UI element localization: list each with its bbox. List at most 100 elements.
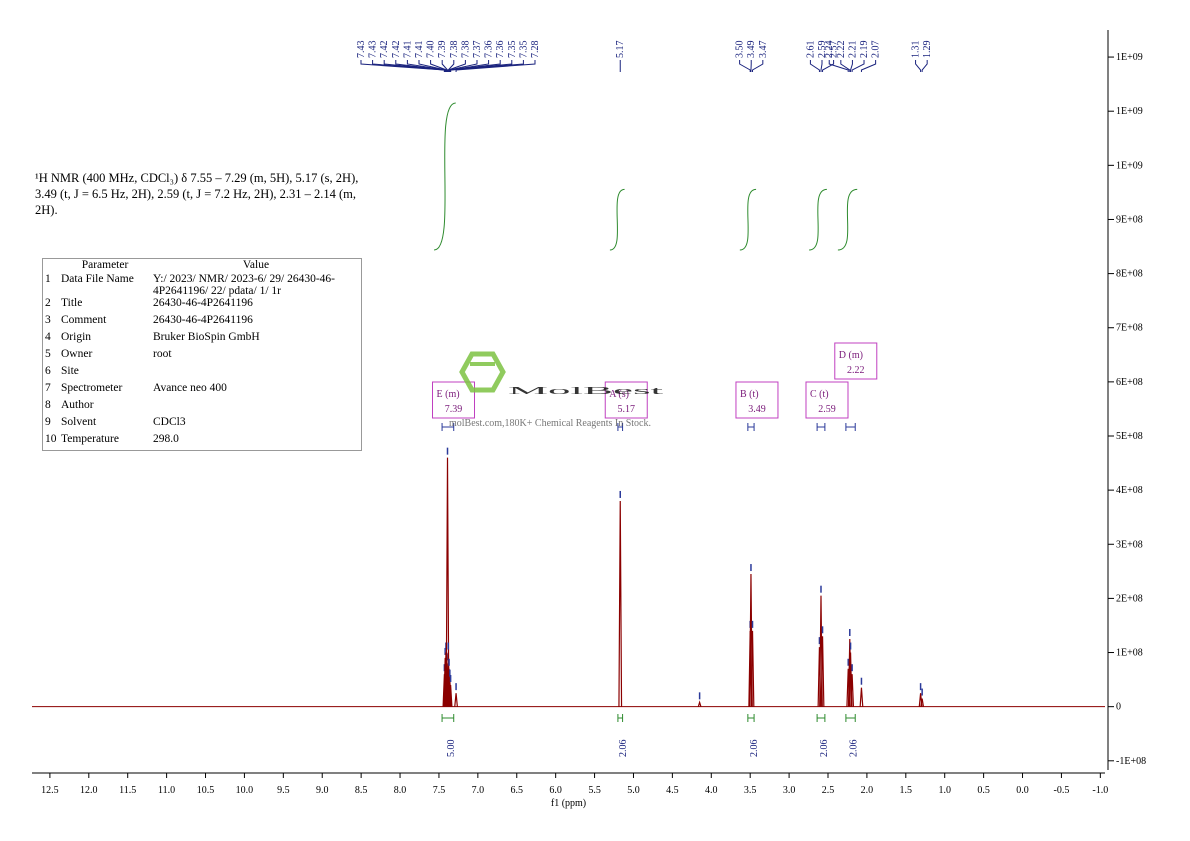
table-body: 1 Data File Name Y:/ 2023/ NMR/ 2023-6/ 29… bbox=[43, 273, 361, 450]
parameter-table: Parameter Value 1 Data File Name Y:/ 2023/… bbox=[42, 258, 362, 451]
x-tick-label: 6.0 bbox=[549, 785, 562, 796]
x-tick-label: 7.5 bbox=[433, 785, 446, 796]
multiplet-bracket bbox=[441, 423, 455, 431]
peak bbox=[618, 500, 623, 707]
table-cell: 298.0 bbox=[153, 433, 179, 445]
table-cell: 8 bbox=[45, 399, 51, 411]
peak bbox=[454, 693, 458, 707]
integral-bracket bbox=[816, 714, 826, 722]
header-row: Parameter Value bbox=[43, 259, 361, 273]
multiplet-bracket bbox=[845, 423, 856, 431]
table-cell: Title bbox=[61, 297, 83, 309]
table-cell: 2 bbox=[45, 297, 51, 309]
x-tick-label: 2.5 bbox=[822, 785, 835, 796]
table: Parameter Value 1 Data File Name Y:/ 2023/… bbox=[43, 259, 361, 450]
peak-pick-label: 7.42 bbox=[379, 41, 390, 59]
x-tick-label: 11.5 bbox=[119, 785, 136, 796]
x-tick-label: 3.0 bbox=[783, 785, 796, 796]
peak bbox=[850, 674, 855, 707]
peak-pick-connector bbox=[430, 60, 448, 72]
peak-pick-connector bbox=[809, 60, 820, 72]
integral-label: 5.00 bbox=[446, 740, 457, 758]
logo-hex bbox=[459, 351, 506, 393]
multiplet-bracket bbox=[816, 423, 826, 431]
peak-pick-label: 3.47 bbox=[758, 41, 769, 59]
table-cell: Bruker BioSpin GmbH bbox=[153, 331, 260, 343]
peak-pick-label: 7.35 bbox=[518, 41, 529, 59]
multiplet-name: D (m) bbox=[839, 350, 863, 361]
peak-pick-connector bbox=[395, 60, 446, 72]
y-tick-label: 1E+09 bbox=[1116, 160, 1143, 171]
x-tick-label: 8.5 bbox=[355, 785, 368, 796]
y-tick-label: 1E+08 bbox=[1116, 648, 1143, 659]
peak-pick-label: 7.43 bbox=[356, 41, 367, 59]
peak-pick-label: 7.36 bbox=[495, 41, 506, 59]
peak bbox=[920, 698, 925, 707]
x-tick-label: 7.0 bbox=[472, 785, 485, 796]
peak bbox=[820, 636, 825, 707]
peak bbox=[448, 684, 453, 707]
watermark-tagline: molBest.com,180K+ Chemical Reagents In S… bbox=[449, 418, 651, 429]
x-tick-label: 10.0 bbox=[236, 785, 254, 796]
peak-pick-label: 2.24 bbox=[824, 41, 835, 59]
peak-pick-label: 7.38 bbox=[460, 41, 471, 59]
table-row: 8 Author bbox=[43, 399, 361, 416]
y-tick-label: 5E+08 bbox=[1116, 431, 1143, 442]
x-tick-label: 1.5 bbox=[900, 785, 913, 796]
y-tick-label: 1E+09 bbox=[1116, 52, 1143, 63]
multiplet-shift: 2.22 bbox=[847, 365, 865, 376]
x-tick-label: -0.5 bbox=[1054, 785, 1070, 796]
table-cell: root bbox=[153, 348, 172, 360]
nmr-description: ¹H NMR (400 MHz, CDCl₃) δ 7.55 – 7.29 (m… bbox=[35, 171, 359, 217]
header-cell bbox=[43, 259, 59, 273]
integral-bracket bbox=[845, 714, 856, 722]
x-tick-label: 2.0 bbox=[861, 785, 874, 796]
x-tick-label: 1.0 bbox=[938, 785, 951, 796]
integral-curve bbox=[609, 188, 625, 251]
peak-pick-connector bbox=[449, 60, 501, 72]
table-cell bbox=[151, 399, 361, 416]
multiplet-shift: 2.59 bbox=[818, 404, 836, 415]
peak-pick-label: 7.41 bbox=[402, 41, 413, 59]
multiplet-shift: 5.17 bbox=[617, 404, 635, 415]
table-cell: 5 bbox=[45, 348, 51, 360]
peak-pick-connector bbox=[850, 60, 853, 72]
table-cell: 26430-46-4P2641196 bbox=[153, 314, 253, 326]
peak-pick-label: 2.21 bbox=[847, 41, 858, 59]
multiplet-name: B (t) bbox=[740, 389, 759, 400]
x-tick-label: 0.5 bbox=[977, 785, 990, 796]
x-tick-label: 3.5 bbox=[744, 785, 757, 796]
x-tick-label: 6.5 bbox=[511, 785, 524, 796]
x-tick-label: 4.5 bbox=[666, 785, 679, 796]
peak-pick-label: 2.59 bbox=[817, 41, 828, 59]
x-tick-label: -1.0 bbox=[1092, 785, 1108, 796]
peak bbox=[859, 687, 864, 707]
integral-label: 2.06 bbox=[819, 740, 830, 758]
x-tick-label: 4.0 bbox=[705, 785, 718, 796]
peak-pick-connector bbox=[822, 60, 835, 72]
peak-pick-connector bbox=[448, 60, 478, 72]
table-cell: Comment bbox=[61, 314, 107, 326]
peak-pick-label: 2.61 bbox=[805, 41, 816, 59]
x-tick-label: 12.5 bbox=[41, 785, 59, 796]
y-tick-label: 1E+09 bbox=[1116, 106, 1143, 117]
y-tick-label: 2E+08 bbox=[1116, 593, 1143, 604]
multiplet-box bbox=[834, 342, 878, 380]
y-tick-label: 0 bbox=[1116, 702, 1121, 713]
table-cell: Temperature bbox=[61, 433, 119, 445]
peak-pick-connector bbox=[921, 60, 928, 72]
peak-pick-label: 7.39 bbox=[437, 41, 448, 59]
peak bbox=[847, 638, 852, 707]
table-cell: 3 bbox=[45, 314, 51, 326]
table-cell: 1 bbox=[45, 273, 51, 285]
peak-pick-connector bbox=[752, 60, 764, 72]
multiplet-box bbox=[432, 381, 476, 419]
integral-curve bbox=[837, 188, 858, 251]
peak-pick-connector bbox=[840, 60, 851, 72]
peak-pick-label: 2.07 bbox=[871, 41, 882, 59]
y-tick-label: -1E+08 bbox=[1116, 756, 1146, 767]
x-axis-label: f1 (ppm) bbox=[551, 798, 586, 809]
table-row: 9 Solvent CDCl3 bbox=[43, 416, 361, 433]
table-row: 4 Origin Bruker BioSpin GmbH bbox=[43, 331, 361, 348]
